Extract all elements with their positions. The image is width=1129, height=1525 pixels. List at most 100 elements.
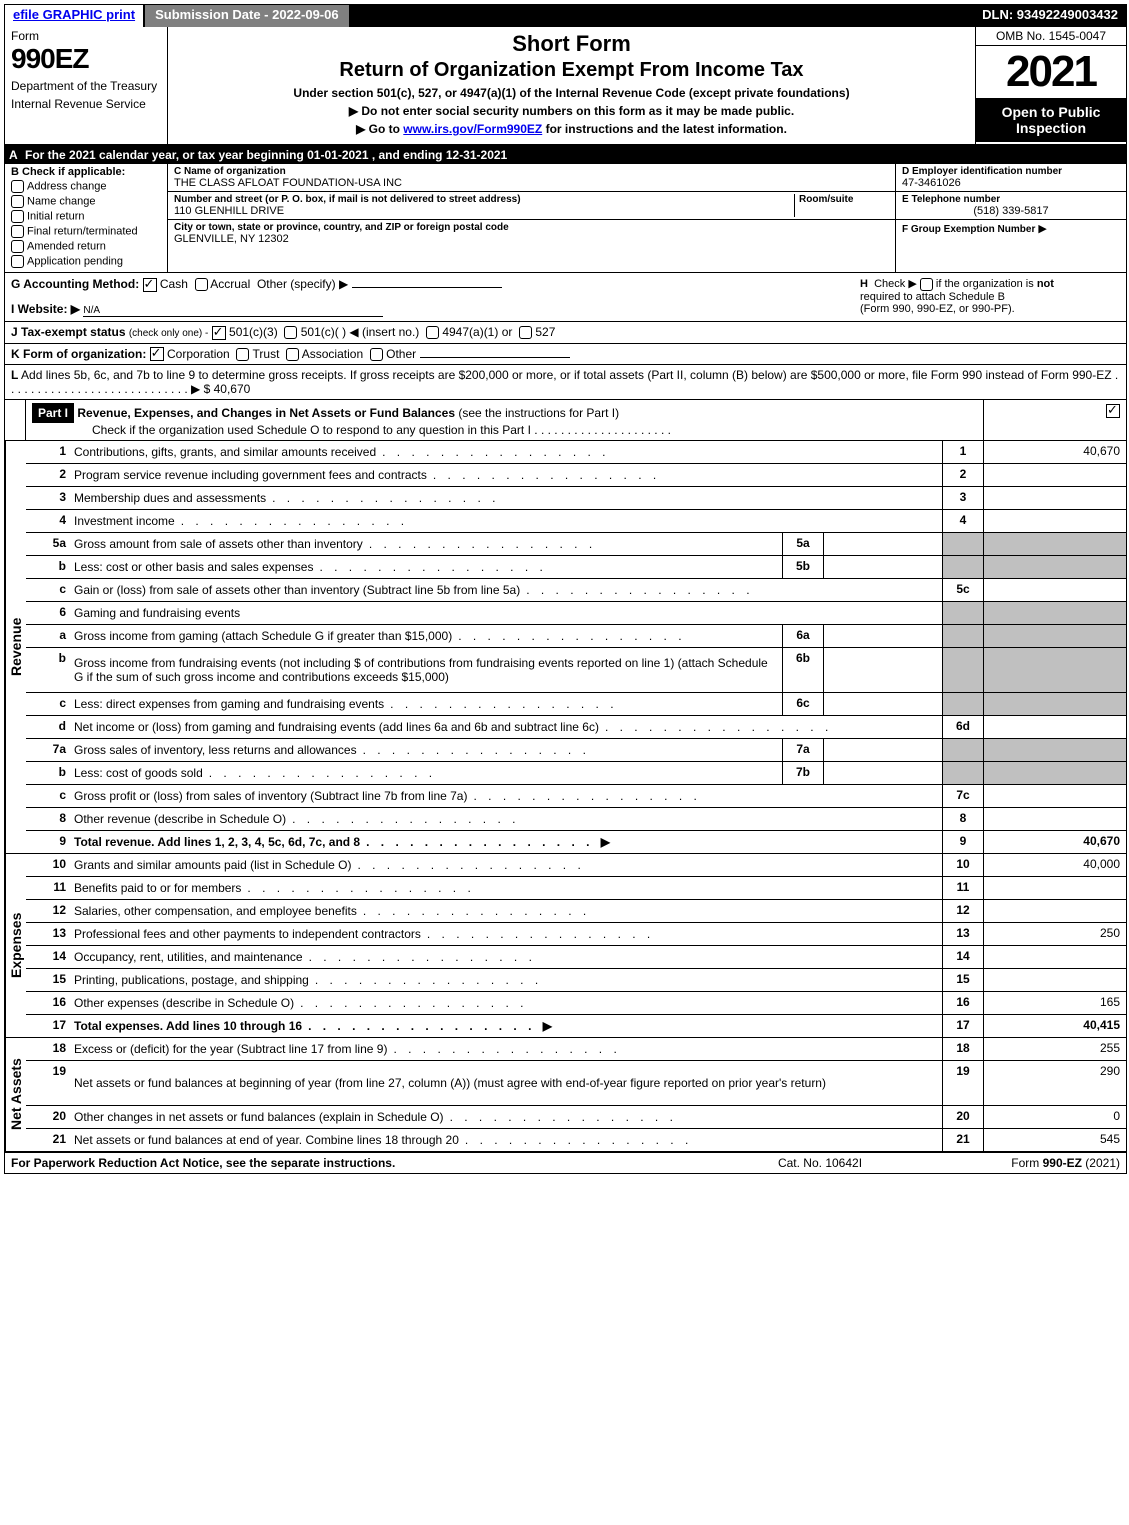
checkbox-icon[interactable] [11, 180, 24, 193]
line-amount [983, 625, 1126, 647]
line-amount: 255 [983, 1038, 1126, 1060]
chk-amended-return[interactable]: Amended return [11, 240, 161, 253]
chk-application-pending[interactable]: Application pending [11, 255, 161, 268]
section-a-label: A [9, 148, 18, 162]
line-ref: 21 [942, 1129, 983, 1151]
section-a: A For the 2021 calendar year, or tax yea… [5, 146, 1126, 164]
form-990ez-container: efile GRAPHIC print Submission Date - 20… [4, 4, 1127, 1174]
netassets-ledger: Net Assets 18Excess or (deficit) for the… [5, 1038, 1126, 1153]
line-number: 19 [26, 1061, 70, 1105]
line-ref: 3 [942, 487, 983, 509]
line-number: 2 [26, 464, 70, 486]
phone-row: E Telephone number (518) 339-5817 [896, 192, 1126, 220]
instr-goto-pre: ▶ Go to [356, 122, 403, 136]
line-description: Gross income from gaming (attach Schedul… [70, 625, 782, 647]
checkbox-icon[interactable] [11, 225, 24, 238]
line-ref [942, 625, 983, 647]
line-ref: 19 [942, 1061, 983, 1105]
ledger-row: dNet income or (loss) from gaming and fu… [26, 716, 1126, 739]
chk-other-org[interactable] [370, 348, 383, 361]
irs-label: Internal Revenue Service [11, 97, 161, 111]
chk-501c3[interactable] [212, 326, 226, 340]
chk-address-change[interactable]: Address change [11, 180, 161, 193]
line-ref [942, 648, 983, 692]
section-a-text: For the 2021 calendar year, or tax year … [25, 148, 507, 162]
chk-trust[interactable] [236, 348, 249, 361]
line-amount: 40,000 [983, 854, 1126, 876]
ledger-row: cGain or (loss) from sale of assets othe… [26, 579, 1126, 602]
sub-line-value [823, 625, 942, 647]
ledger-row: bGross income from fundraising events (n… [26, 648, 1126, 693]
line-description: Total revenue. Add lines 1, 2, 3, 4, 5c,… [70, 831, 942, 853]
ledger-row: 7aGross sales of inventory, less returns… [26, 739, 1126, 762]
chk-accrual[interactable] [195, 278, 208, 291]
chk-schedule-b-not-required[interactable] [920, 278, 933, 291]
line-description: Printing, publications, postage, and shi… [70, 969, 942, 991]
chk-4947a1[interactable] [426, 326, 439, 339]
section-l: L Add lines 5b, 6c, and 7b to line 9 to … [5, 365, 1126, 400]
sub-line-label: 7b [782, 762, 823, 784]
sub-line-value [823, 533, 942, 555]
line-amount: 545 [983, 1129, 1126, 1151]
chk-name-change[interactable]: Name change [11, 195, 161, 208]
header-left: Form 990EZ Department of the Treasury In… [5, 27, 168, 144]
efile-print-link[interactable]: efile GRAPHIC print [5, 5, 145, 27]
ledger-row: 16Other expenses (describe in Schedule O… [26, 992, 1126, 1015]
line-ref: 20 [942, 1106, 983, 1128]
ledger-row: 14Occupancy, rent, utilities, and mainte… [26, 946, 1126, 969]
ledger-row: 6Gaming and fundraising events [26, 602, 1126, 625]
irs-gov-link[interactable]: www.irs.gov/Form990EZ [403, 122, 542, 136]
checkbox-icon[interactable] [11, 195, 24, 208]
line-description: Total expenses. Add lines 10 through 16 … [70, 1015, 942, 1037]
line-amount [983, 556, 1126, 578]
checkbox-icon[interactable] [11, 240, 24, 253]
ledger-row: 19Net assets or fund balances at beginni… [26, 1061, 1126, 1106]
line-number: 17 [26, 1015, 70, 1037]
line-ref: 14 [942, 946, 983, 968]
l-amount: $ 40,670 [204, 382, 251, 396]
h-label: H [860, 278, 868, 290]
addr-value: 110 GLENHILL DRIVE [174, 205, 284, 217]
ledger-row: aGross income from gaming (attach Schedu… [26, 625, 1126, 648]
line-ref [942, 533, 983, 555]
chk-schedule-o-used[interactable] [1106, 404, 1120, 418]
chk-527[interactable] [519, 326, 532, 339]
efile-link-text[interactable]: efile GRAPHIC print [13, 7, 135, 22]
header-right: OMB No. 1545-0047 2021 Open to Public In… [975, 27, 1126, 144]
ledger-row: 12Salaries, other compensation, and empl… [26, 900, 1126, 923]
checkbox-icon[interactable] [11, 255, 24, 268]
revenue-vertical-label: Revenue [5, 441, 26, 853]
chk-501c[interactable] [284, 326, 297, 339]
ledger-row: 15Printing, publications, postage, and s… [26, 969, 1126, 992]
section-gh: G Accounting Method: Cash Accrual Other … [5, 273, 1126, 322]
part1-title: Revenue, Expenses, and Changes in Net As… [77, 406, 455, 420]
ein-value: 47-3461026 [902, 177, 961, 189]
line-amount [983, 693, 1126, 715]
sub-line-value [823, 648, 942, 692]
sub-line-value [823, 556, 942, 578]
line-description: Investment income . . . . . . . . . . . … [70, 510, 942, 532]
checkbox-icon[interactable] [11, 210, 24, 223]
line-ref: 4 [942, 510, 983, 532]
line-description: Net assets or fund balances at beginning… [70, 1061, 942, 1105]
line-amount: 40,415 [983, 1015, 1126, 1037]
other-specify-input[interactable] [352, 287, 502, 288]
section-k: K Form of organization: Corporation Trus… [5, 344, 1126, 366]
group-exemption-label: F Group Exemption Number [902, 224, 1035, 235]
chk-corporation[interactable] [150, 347, 164, 361]
dln-label: DLN: 93492249003432 [974, 5, 1126, 27]
line-number: b [26, 556, 70, 578]
section-j: J Tax-exempt status (check only one) - 5… [5, 322, 1126, 344]
other-org-input[interactable] [420, 357, 570, 358]
website-value: N/A [83, 305, 100, 316]
line-amount [983, 808, 1126, 830]
chk-initial-return[interactable]: Initial return [11, 210, 161, 223]
line-number: a [26, 625, 70, 647]
chk-cash[interactable] [143, 278, 157, 292]
line-amount [983, 785, 1126, 807]
expenses-vertical-label: Expenses [5, 854, 26, 1037]
chk-final-return[interactable]: Final return/terminated [11, 225, 161, 238]
city-label: City or town, state or province, country… [174, 222, 889, 233]
chk-association[interactable] [286, 348, 299, 361]
line-ref: 16 [942, 992, 983, 1014]
